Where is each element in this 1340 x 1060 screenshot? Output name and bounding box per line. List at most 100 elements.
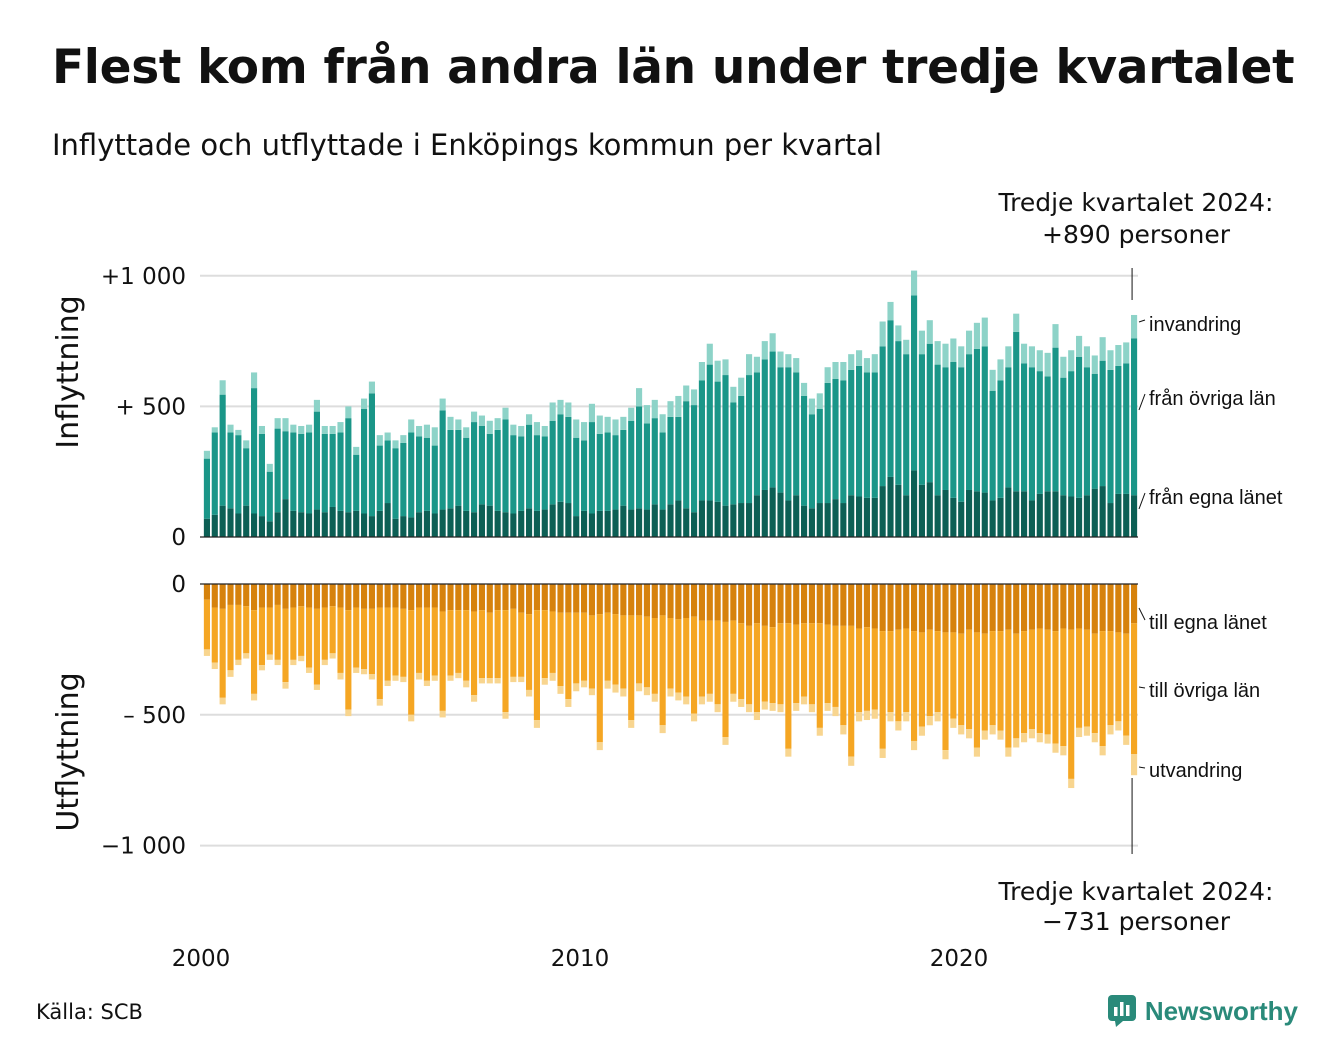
bar-in-immigration [557, 399, 564, 415]
bar-out-other-counties [746, 625, 753, 705]
bar-out-other-counties [628, 615, 635, 721]
bar-out-emigration [926, 716, 933, 726]
series-leader-line [1138, 319, 1146, 323]
bar-out-emigration [871, 709, 878, 719]
bar-in-other-counties [368, 393, 375, 517]
bar-in-immigration [675, 395, 682, 417]
y-tick-label: + 500 [116, 394, 186, 420]
bar-in-own-county [871, 497, 878, 537]
bar-out-other-counties [541, 610, 548, 679]
bar-out-own-county [1060, 584, 1067, 629]
bar-in-own-county [274, 512, 281, 537]
bar-out-other-counties [973, 632, 980, 748]
bar-in-immigration [958, 346, 965, 368]
bar-in-own-county [486, 505, 493, 537]
bar-out-other-counties [219, 608, 226, 698]
gridlines [200, 274, 1138, 847]
bar-in-other-counties [329, 433, 336, 507]
bar-in-own-county [573, 516, 580, 537]
bar-out-other-counties [926, 629, 933, 717]
bar-in-immigration [777, 351, 784, 368]
bar-in-immigration [808, 398, 815, 415]
bar-in-immigration [698, 362, 705, 381]
bar-in-other-counties [321, 433, 328, 513]
bar-in-other-counties [313, 411, 320, 510]
bar-out-other-counties [706, 620, 713, 694]
bar-out-emigration [1052, 743, 1059, 753]
bar-in-immigration [447, 416, 454, 430]
bar-in-other-counties [306, 432, 313, 514]
bar-out-own-county [1115, 584, 1122, 633]
bar-out-own-county [282, 584, 289, 609]
bar-in-immigration [1052, 324, 1059, 348]
bar-out-emigration [832, 706, 839, 717]
bar-in-other-counties [911, 295, 918, 471]
outflow-bars [203, 584, 1138, 789]
bar-out-other-counties [1005, 629, 1012, 748]
bar-out-own-county [895, 584, 902, 630]
bar-out-other-counties [518, 612, 525, 677]
series-leader-line [1138, 766, 1146, 769]
bar-out-own-county [416, 584, 423, 608]
bar-out-own-county [321, 584, 328, 608]
bar-in-immigration [816, 393, 823, 410]
y-tick-label: 0 [171, 572, 186, 598]
bar-in-immigration [243, 440, 250, 449]
bar-in-own-county [738, 503, 745, 537]
bar-in-other-counties [1123, 363, 1130, 494]
bar-in-immigration [1028, 346, 1035, 368]
bar-in-immigration [746, 354, 753, 376]
bar-out-own-county [596, 584, 603, 615]
bar-out-own-county [549, 584, 556, 612]
bar-out-other-counties [431, 607, 438, 676]
bar-in-immigration [730, 386, 737, 403]
bar-out-emigration [243, 653, 250, 659]
bar-out-own-county [235, 584, 242, 605]
bar-in-own-county [604, 510, 611, 537]
bar-in-other-counties [950, 362, 957, 498]
bar-out-other-counties [447, 610, 454, 676]
bar-in-other-counties [227, 432, 234, 509]
bar-in-immigration [911, 270, 918, 296]
bar-in-own-county [1021, 491, 1028, 537]
bar-in-own-county [683, 508, 690, 537]
bar-in-other-counties [384, 440, 391, 504]
bar-out-emigration [313, 684, 320, 690]
bar-out-other-counties [667, 618, 674, 689]
bar-in-other-counties [439, 410, 446, 510]
bar-in-own-county [549, 504, 556, 537]
bar-out-emigration [541, 678, 548, 685]
bar-in-immigration [1013, 313, 1020, 332]
brand-logo: Newsworthy [1107, 994, 1298, 1028]
bar-out-emigration [612, 684, 619, 693]
bar-out-emigration [683, 696, 690, 705]
bar-out-other-counties [455, 610, 462, 673]
bar-in-immigration [832, 362, 839, 379]
bar-out-other-counties [306, 607, 313, 668]
bar-out-own-county [628, 584, 635, 616]
bar-out-own-county [463, 584, 470, 611]
bar-in-own-county [911, 470, 918, 537]
bar-in-immigration [203, 450, 210, 459]
bar-out-other-counties [895, 629, 902, 722]
bar-out-emigration [376, 699, 383, 706]
bar-in-other-counties [581, 440, 588, 511]
bar-out-other-counties [879, 631, 886, 749]
bar-out-other-counties [329, 606, 336, 654]
bar-out-emigration [769, 703, 776, 711]
bar-in-immigration [400, 435, 407, 443]
bar-in-immigration [227, 424, 234, 433]
bar-out-other-counties [958, 633, 965, 726]
bar-in-other-counties [903, 354, 910, 496]
bar-in-own-county [926, 482, 933, 537]
bar-out-own-county [211, 584, 218, 608]
bar-out-other-counties [918, 632, 925, 727]
bar-in-other-counties [1099, 360, 1106, 487]
bar-in-other-counties [934, 364, 941, 496]
bar-in-immigration [643, 405, 650, 424]
bar-out-own-county [848, 584, 855, 626]
bar-in-immigration [604, 416, 611, 433]
bar-out-own-county [973, 584, 980, 633]
bar-in-other-counties [211, 432, 218, 515]
